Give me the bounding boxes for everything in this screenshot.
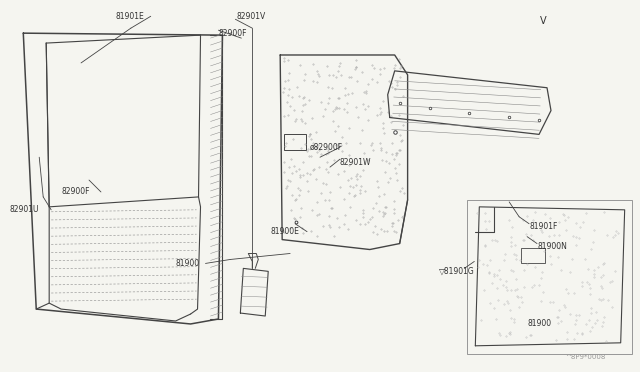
Text: 81900N: 81900N <box>537 242 567 251</box>
Text: 82901U: 82901U <box>10 205 39 214</box>
Text: 82901V: 82901V <box>236 12 266 21</box>
Text: 81900E: 81900E <box>270 227 299 236</box>
Text: ø82900F: ø82900F <box>310 143 343 152</box>
Text: 82901W: 82901W <box>340 158 371 167</box>
Text: 82900F: 82900F <box>218 29 247 38</box>
Bar <box>284 134 306 150</box>
Text: 81900: 81900 <box>527 320 551 328</box>
Text: V: V <box>540 16 547 26</box>
Text: 81900: 81900 <box>175 259 200 268</box>
Text: 81901E: 81901E <box>116 12 145 21</box>
Text: 81901F: 81901F <box>529 222 557 231</box>
Bar <box>467 200 632 354</box>
Text: ▽81901G: ▽81901G <box>440 267 476 276</box>
Text: 82900F: 82900F <box>61 187 90 196</box>
Bar <box>521 247 545 263</box>
Text: ^8P9*0008: ^8P9*0008 <box>565 354 605 360</box>
